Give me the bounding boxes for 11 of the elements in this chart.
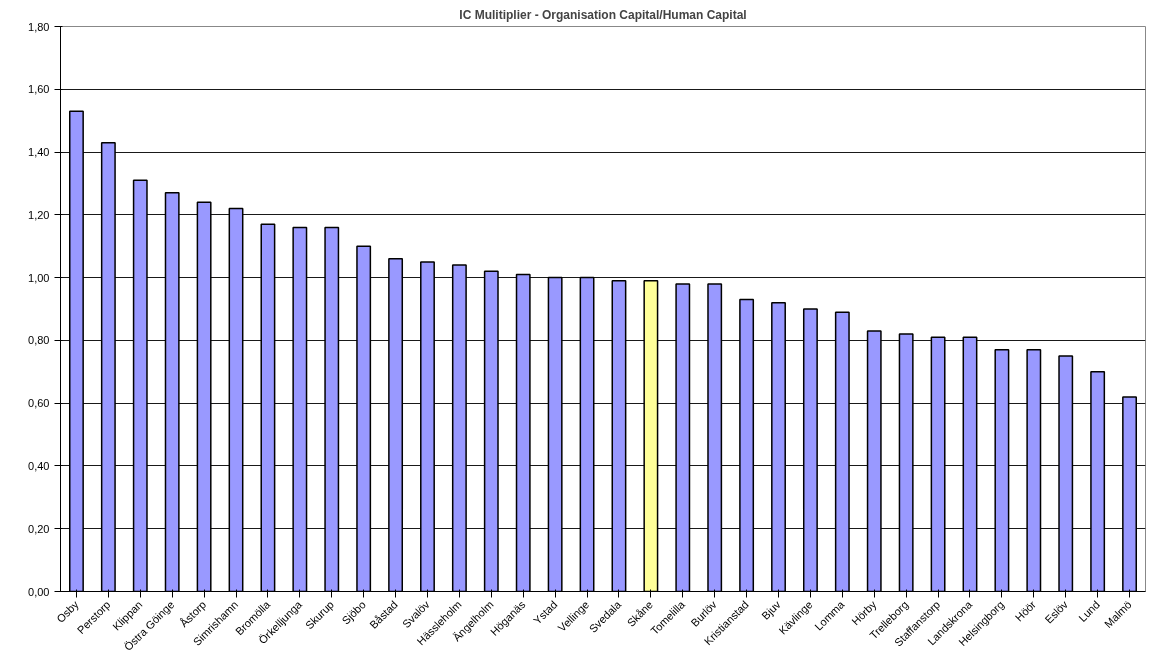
y-tick-label: 0,40 bbox=[28, 459, 50, 472]
y-tick-label: 1,00 bbox=[28, 271, 50, 284]
y-tick-label: 0,20 bbox=[28, 522, 50, 535]
y-tick-label: 0,80 bbox=[28, 334, 50, 347]
y-tick-label: 1,20 bbox=[28, 208, 50, 221]
chart-title: IC Mulitiplier - Organisation Capital/Human Capital bbox=[459, 7, 747, 22]
y-tick-label: 1,60 bbox=[28, 83, 50, 96]
y-tick-label: 1,40 bbox=[28, 146, 50, 159]
y-tick-label: 0,60 bbox=[28, 397, 50, 410]
y-tick-label: 1,80 bbox=[28, 20, 50, 33]
y-tick-label: 0,00 bbox=[28, 585, 50, 598]
